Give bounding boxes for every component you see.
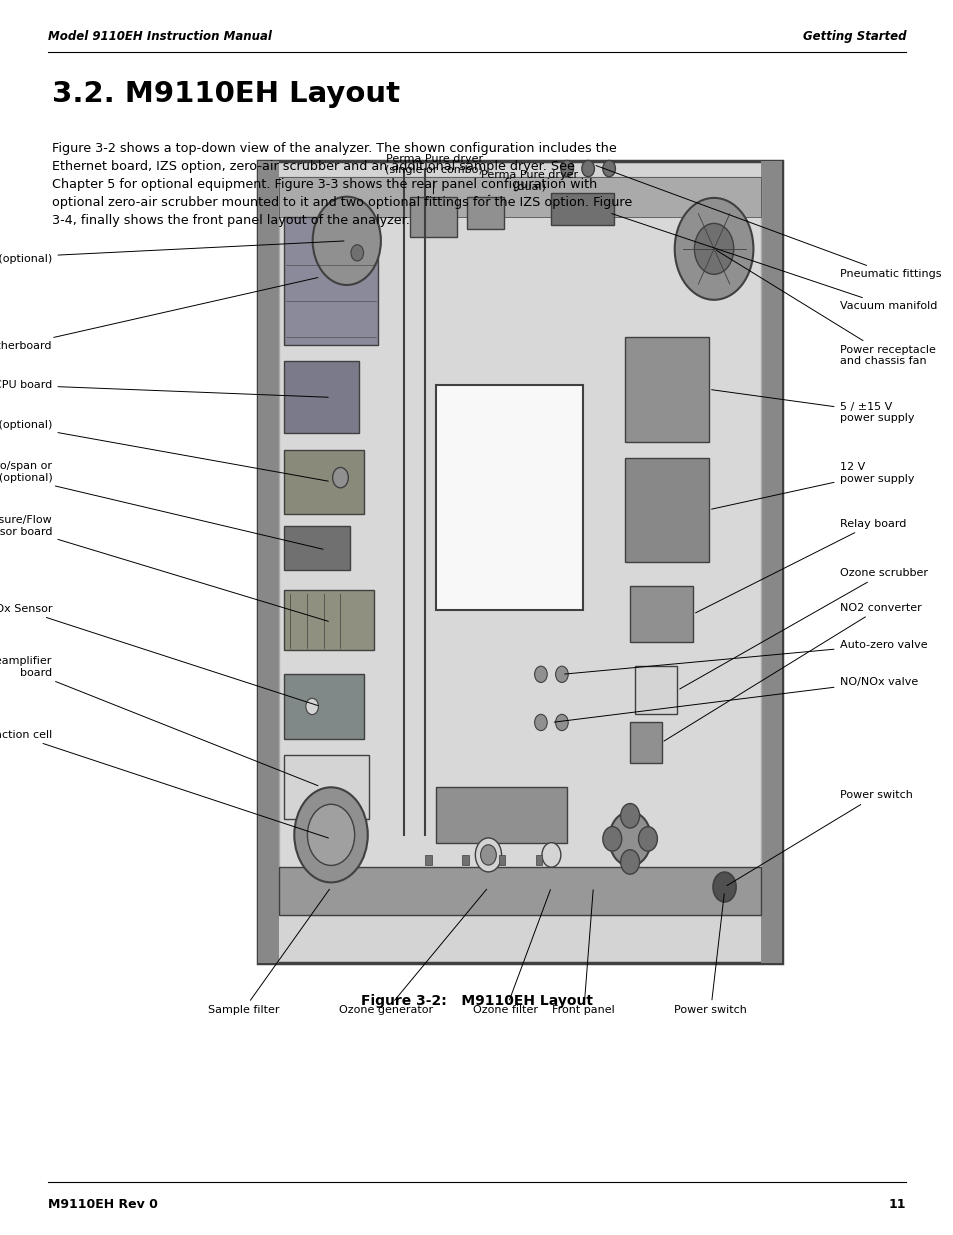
Circle shape	[560, 161, 573, 177]
Bar	[629, 585, 692, 642]
Text: 11: 11	[888, 1198, 905, 1212]
Bar	[436, 385, 582, 610]
Text: Preamplifier
board: Preamplifier board	[0, 656, 317, 785]
Bar	[409, 196, 456, 237]
Text: Relay board: Relay board	[695, 519, 905, 613]
Text: Getting Started: Getting Started	[802, 30, 905, 43]
Text: 5 / ±15 V
power supply: 5 / ±15 V power supply	[711, 390, 913, 424]
Text: M9110EH Rev 0: M9110EH Rev 0	[48, 1198, 157, 1212]
Text: Pressure/Flow
sensor board: Pressure/Flow sensor board	[0, 515, 328, 621]
Bar	[425, 855, 432, 864]
Text: Power switch: Power switch	[726, 790, 911, 885]
Text: Pneumatic fittings: Pneumatic fittings	[596, 165, 940, 279]
Circle shape	[313, 196, 380, 285]
Bar	[436, 787, 566, 842]
Text: Figure 3-2 shows a top-down view of the analyzer. The shown configuration includ: Figure 3-2 shows a top-down view of the …	[52, 142, 632, 227]
Bar	[284, 450, 364, 514]
Bar	[551, 193, 614, 225]
Bar	[461, 855, 468, 864]
Bar	[635, 667, 677, 714]
Bar	[498, 855, 505, 864]
Bar	[257, 161, 278, 963]
Bar	[467, 196, 503, 228]
Circle shape	[555, 714, 568, 731]
Bar	[284, 361, 359, 433]
Text: 12 V
power supply: 12 V power supply	[711, 462, 913, 509]
Circle shape	[534, 714, 547, 731]
Text: NO2 converter: NO2 converter	[663, 603, 921, 741]
Text: Perma Pure dryer
(single or combo): Perma Pure dryer (single or combo)	[385, 154, 482, 194]
Text: Vacuum manifold: Vacuum manifold	[611, 214, 936, 311]
Text: Power receptacle
and chassis fan: Power receptacle and chassis fan	[716, 251, 934, 367]
Bar	[257, 161, 781, 963]
Circle shape	[602, 826, 621, 851]
Text: Ozone filter: Ozone filter	[473, 889, 550, 1015]
Bar	[284, 526, 350, 571]
Bar	[760, 161, 781, 963]
Circle shape	[541, 842, 560, 867]
Circle shape	[555, 666, 568, 683]
Circle shape	[475, 837, 501, 872]
Bar	[624, 337, 708, 441]
Text: Sample filter: Sample filter	[208, 889, 329, 1015]
Circle shape	[307, 804, 355, 866]
Text: Auto-zero valve: Auto-zero valve	[564, 640, 926, 674]
Text: Zero/span or
IZS valves (optional): Zero/span or IZS valves (optional)	[0, 461, 323, 550]
Circle shape	[620, 804, 639, 827]
Text: Model 9110EH Instruction Manual: Model 9110EH Instruction Manual	[48, 30, 272, 43]
Text: Motherboard: Motherboard	[0, 278, 317, 351]
Text: Figure 3-2:   M9110EH Layout: Figure 3-2: M9110EH Layout	[360, 994, 593, 1008]
Bar	[284, 590, 374, 650]
Circle shape	[294, 788, 368, 882]
Circle shape	[712, 872, 736, 902]
Circle shape	[602, 161, 615, 177]
Bar	[278, 867, 760, 915]
Text: NOx Sensor: NOx Sensor	[0, 604, 317, 705]
Bar	[278, 177, 760, 915]
Text: Ozone generator: Ozone generator	[339, 889, 486, 1015]
Text: Scrubber cartridge (optional): Scrubber cartridge (optional)	[0, 241, 344, 264]
Circle shape	[609, 811, 650, 866]
Circle shape	[480, 845, 496, 864]
Bar	[624, 457, 708, 562]
Circle shape	[638, 826, 657, 851]
Circle shape	[534, 666, 547, 683]
Circle shape	[351, 245, 363, 261]
Circle shape	[620, 850, 639, 874]
Text: CPU board: CPU board	[0, 380, 328, 398]
Bar	[284, 674, 364, 739]
Text: NO/NOx valve: NO/NOx valve	[554, 677, 917, 722]
Bar	[629, 722, 661, 763]
Text: Ozone scrubber: Ozone scrubber	[679, 568, 926, 689]
Text: Power switch: Power switch	[674, 894, 746, 1015]
Text: Reaction cell: Reaction cell	[0, 730, 328, 839]
Circle shape	[306, 698, 318, 715]
Circle shape	[333, 467, 348, 488]
Text: Perma Pure dryer
(dual): Perma Pure dryer (dual)	[480, 170, 578, 195]
Text: 3.2. M9110EH Layout: 3.2. M9110EH Layout	[52, 80, 400, 109]
Circle shape	[581, 161, 594, 177]
Text: IZS (optional): IZS (optional)	[0, 420, 328, 482]
Circle shape	[694, 224, 733, 274]
Text: Front panel: Front panel	[552, 889, 615, 1015]
Circle shape	[674, 198, 753, 300]
Bar	[278, 177, 760, 217]
Bar	[284, 755, 369, 819]
Bar	[284, 217, 377, 346]
Bar	[536, 855, 541, 864]
